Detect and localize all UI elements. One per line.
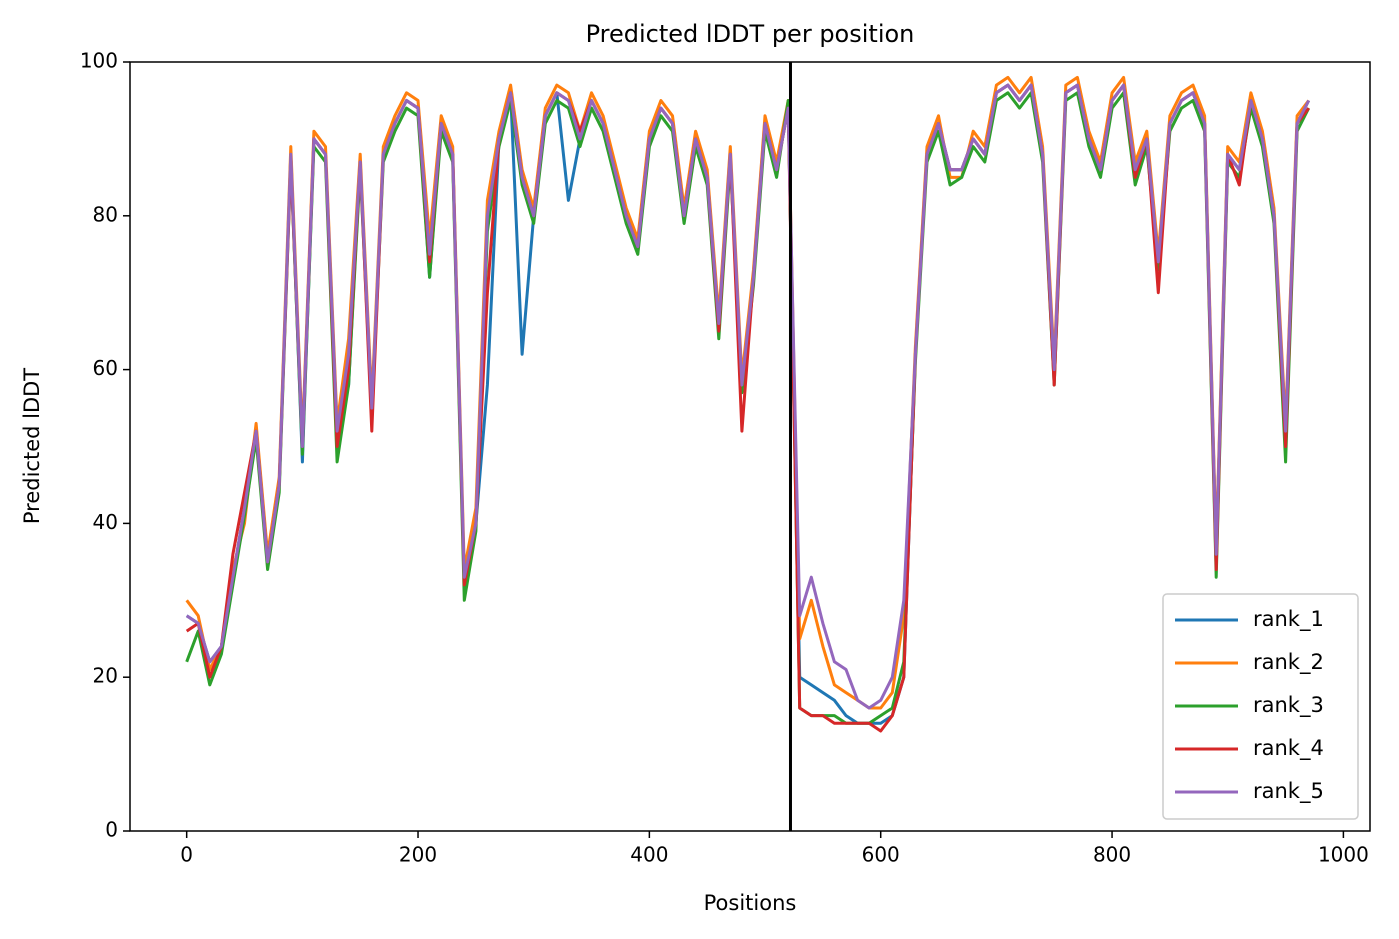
x-tick-label: 0	[180, 843, 193, 867]
y-tick-label: 60	[93, 356, 118, 380]
x-tick-label: 200	[399, 843, 437, 867]
legend-box	[1162, 593, 1359, 820]
chart-title: Predicted lDDT per position	[586, 20, 915, 48]
plot-frame	[129, 61, 1371, 832]
legend-label: rank_4	[1253, 736, 1324, 761]
y-tick-label: 80	[93, 202, 118, 226]
series-line	[185, 83, 1311, 725]
series-line	[185, 83, 1310, 733]
legend-label: rank_2	[1253, 650, 1324, 675]
y-tick-label: 20	[93, 664, 118, 688]
x-tick-label: 600	[862, 843, 900, 867]
x-tick-label: 400	[630, 843, 668, 867]
x-tick-label: 1000	[1318, 843, 1369, 867]
y-axis-label: Predicted lDDT	[20, 368, 44, 524]
y-tick-label: 100	[80, 49, 118, 73]
x-axis-label: Positions	[704, 891, 797, 915]
legend-label: rank_3	[1253, 693, 1324, 718]
y-tick-label: 0	[105, 818, 118, 842]
legend-label: rank_1	[1253, 607, 1324, 632]
legend-label: rank_5	[1253, 779, 1324, 804]
series-line	[185, 91, 1311, 725]
series-line	[185, 83, 1311, 710]
y-tick-label: 40	[93, 510, 118, 534]
x-tick-label: 800	[1093, 843, 1131, 867]
